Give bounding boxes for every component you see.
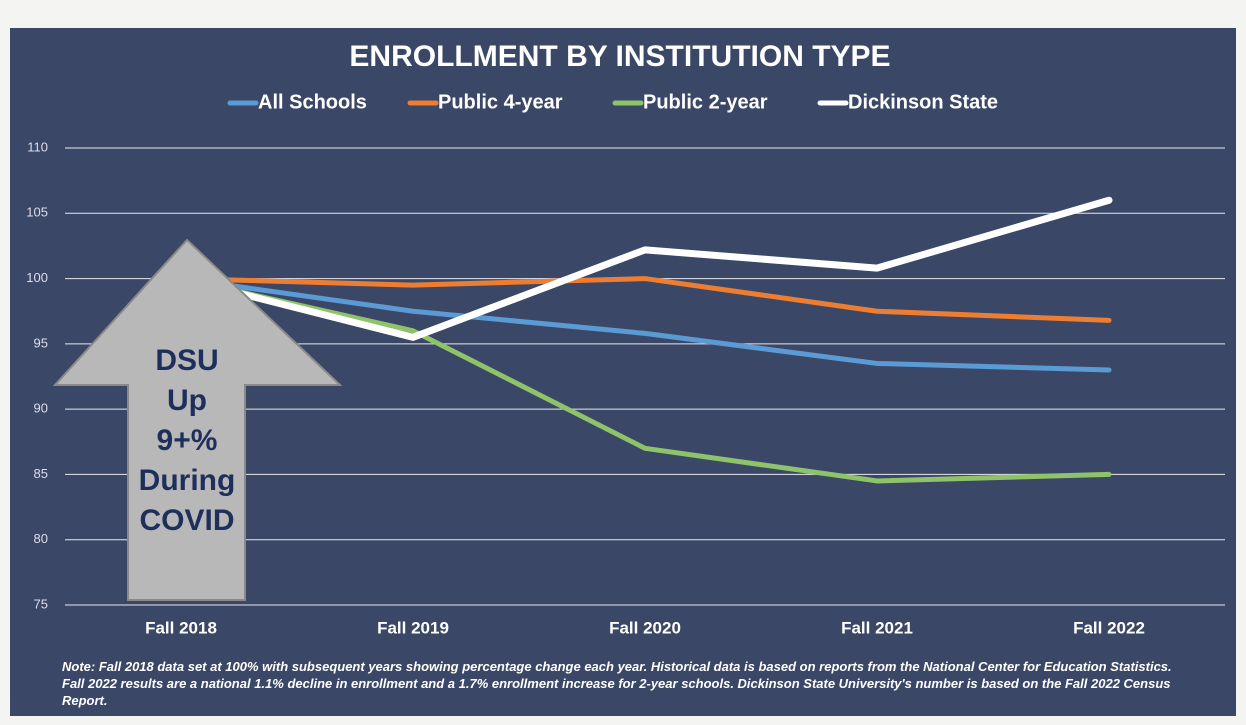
y-tick-label: 75 bbox=[34, 596, 48, 611]
legend-label: Public 2-year bbox=[643, 91, 768, 113]
y-tick-label: 110 bbox=[27, 139, 48, 154]
annotation-text: Up bbox=[167, 384, 207, 417]
y-tick-label: 95 bbox=[34, 335, 48, 350]
annotation-text: COVID bbox=[139, 504, 234, 537]
x-tick-label: Fall 2020 bbox=[609, 618, 681, 637]
x-tick-label: Fall 2021 bbox=[841, 618, 913, 637]
series-line bbox=[177, 196, 1113, 341]
annotation-text: During bbox=[139, 464, 236, 497]
y-tick-label: 80 bbox=[34, 531, 48, 546]
legend-label: Dickinson State bbox=[848, 91, 998, 113]
x-tick-label: Fall 2019 bbox=[377, 618, 449, 637]
y-tick-label: 85 bbox=[34, 466, 48, 481]
x-tick-label: Fall 2018 bbox=[145, 618, 217, 637]
legend-label: All Schools bbox=[258, 91, 367, 113]
y-tick-label: 105 bbox=[26, 205, 48, 220]
y-tick-label: 100 bbox=[26, 270, 48, 285]
series-line bbox=[178, 276, 1112, 323]
chart-title: ENROLLMENT BY INSTITUTION TYPE bbox=[349, 40, 890, 73]
x-tick-label: Fall 2022 bbox=[1073, 618, 1145, 637]
annotation: DSU Up 9+% During COVID bbox=[52, 238, 343, 601]
annotation-arrow bbox=[52, 238, 343, 601]
series-line bbox=[178, 276, 1112, 484]
series-line bbox=[178, 276, 1112, 373]
y-tick-label: 90 bbox=[34, 401, 48, 416]
annotation-text: 9+% bbox=[157, 424, 218, 457]
legend-label: Public 4-year bbox=[438, 91, 563, 113]
annotation-text: DSU bbox=[155, 344, 218, 377]
footnote: Note: Fall 2018 data set at 100% with su… bbox=[62, 659, 1172, 708]
